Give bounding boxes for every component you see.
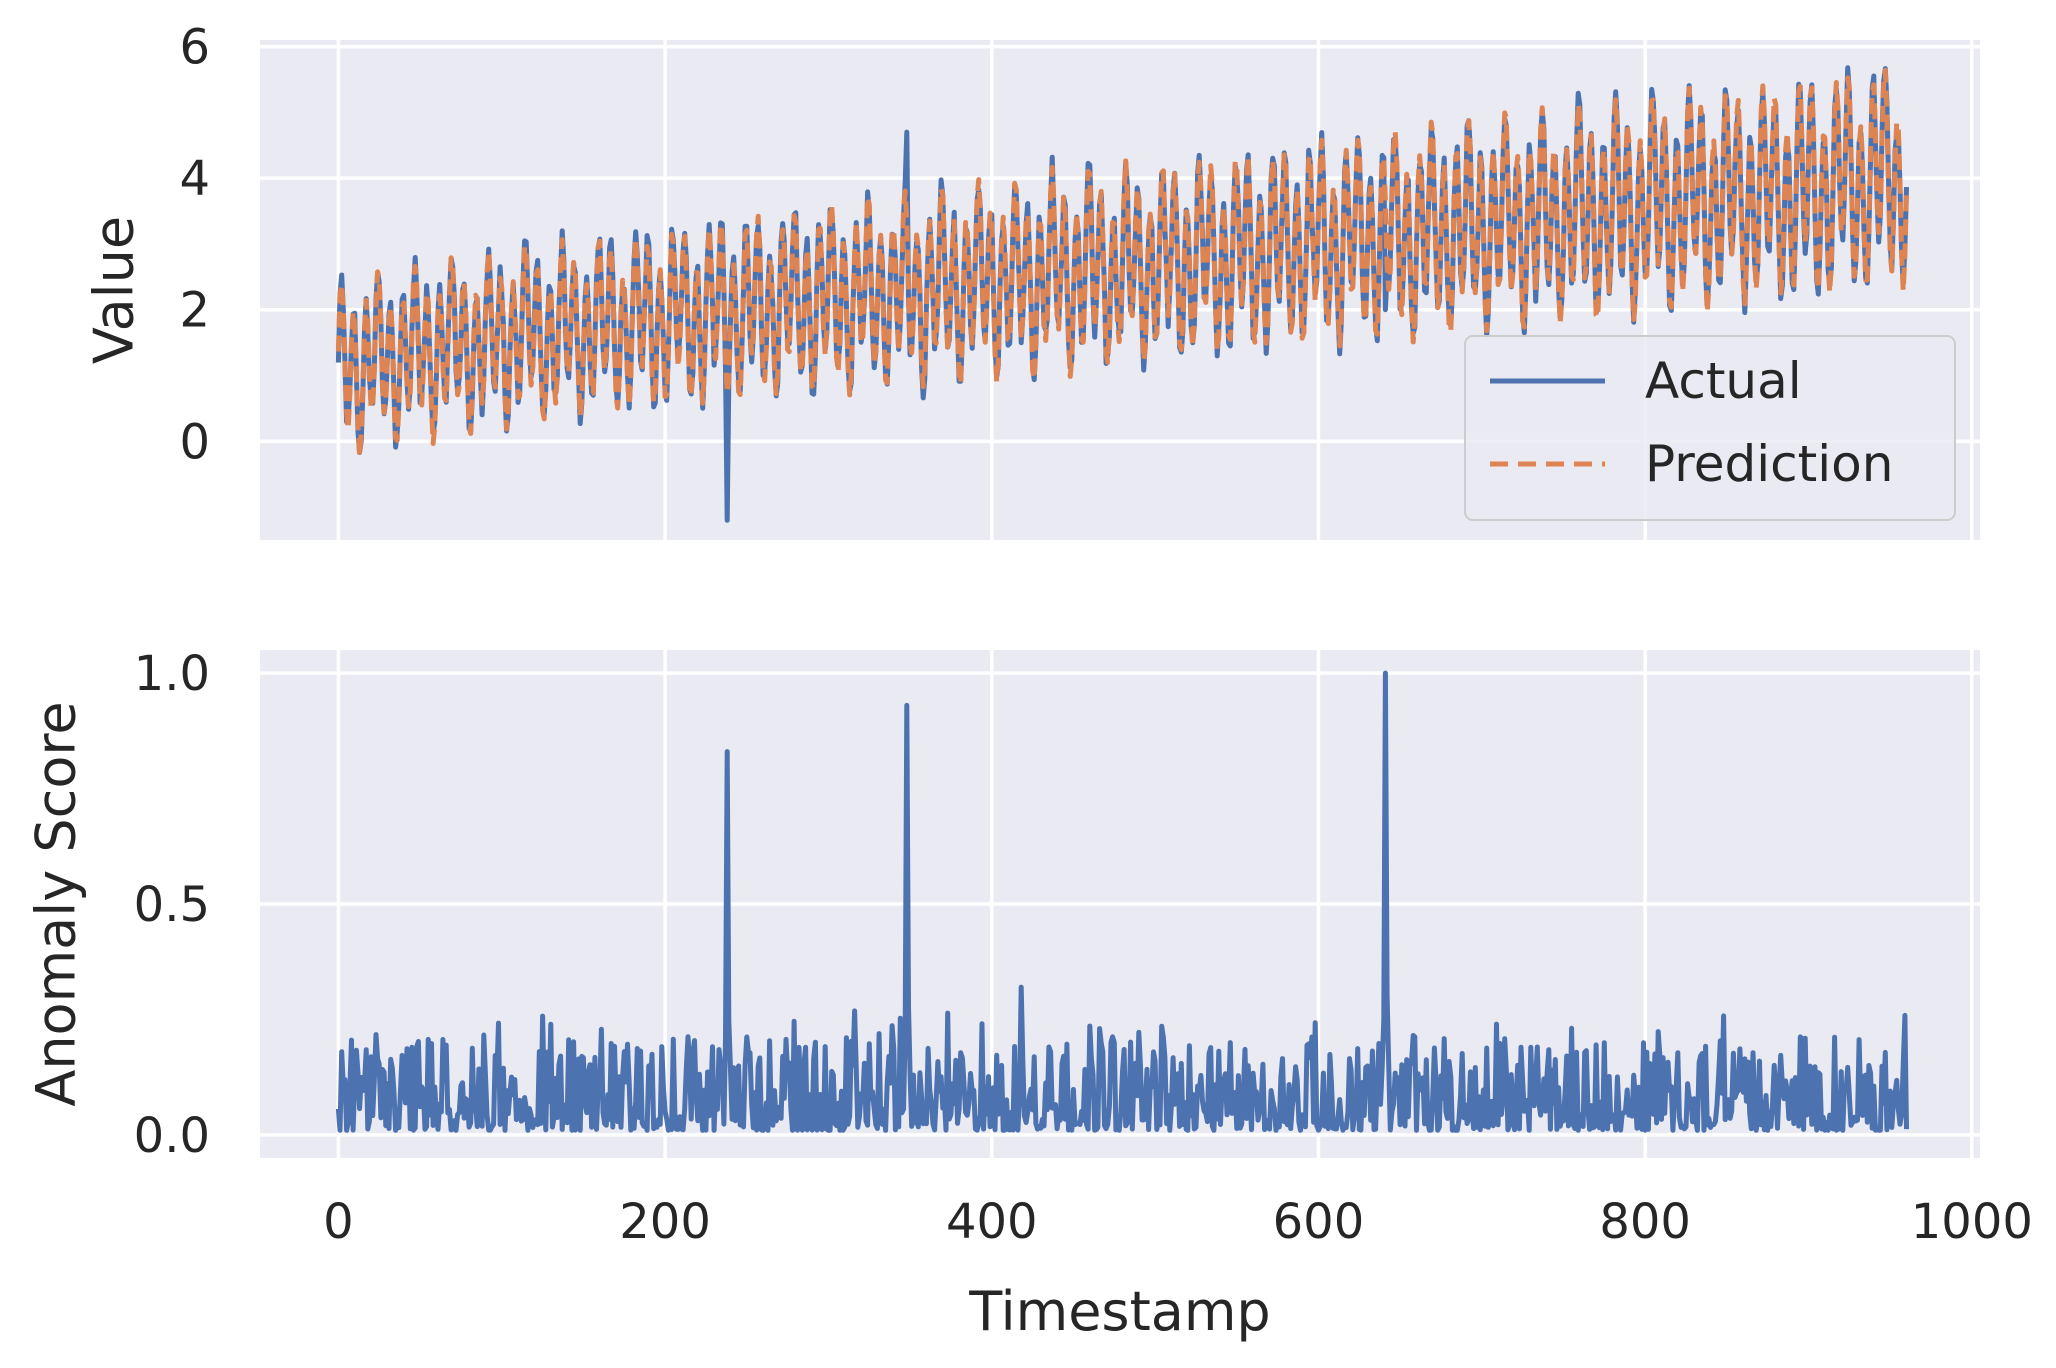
legend-label-actual: Actual bbox=[1645, 352, 1802, 410]
series-line-prediction bbox=[335, 67, 1909, 459]
top-ytick-labels: 0 2 4 6 bbox=[179, 20, 210, 471]
xtick-label: 0 bbox=[323, 1194, 354, 1250]
ytick-label: 4 bbox=[179, 151, 210, 207]
legend-label-prediction: Prediction bbox=[1645, 435, 1893, 493]
bottom-xlabel: Timestamp bbox=[968, 1280, 1270, 1343]
bottom-ylabel: Anomaly Score bbox=[25, 701, 88, 1106]
bottom-panel: 0.0 0.5 1.0 0 200 400 600 800 1000 Anomaly Scor… bbox=[25, 646, 2033, 1343]
top-series bbox=[335, 65, 1909, 523]
bottom-ytick-labels: 0.0 0.5 1.0 bbox=[134, 646, 210, 1164]
xtick-label: 600 bbox=[1273, 1194, 1365, 1250]
xtick-label: 400 bbox=[946, 1194, 1038, 1250]
ytick-label: 0.0 bbox=[134, 1108, 210, 1164]
series-line-anomaly-score bbox=[335, 670, 1909, 1133]
top-ylabel: Value bbox=[83, 216, 146, 364]
ytick-label: 0 bbox=[179, 414, 210, 470]
xtick-label: 800 bbox=[1599, 1194, 1691, 1250]
bottom-xtick-labels: 0 200 400 600 800 1000 bbox=[323, 1194, 2033, 1250]
xtick-label: 200 bbox=[619, 1194, 711, 1250]
xtick-label: 1000 bbox=[1911, 1194, 2033, 1250]
ytick-label: 0.5 bbox=[134, 877, 210, 933]
bottom-series bbox=[335, 670, 1909, 1133]
ytick-label: 2 bbox=[179, 283, 210, 339]
top-panel: 0 2 4 6 Value Actual Prediction bbox=[83, 20, 1980, 540]
ytick-label: 6 bbox=[179, 20, 210, 76]
ytick-label: 1.0 bbox=[134, 646, 210, 702]
legend: Actual Prediction bbox=[1464, 335, 1956, 521]
